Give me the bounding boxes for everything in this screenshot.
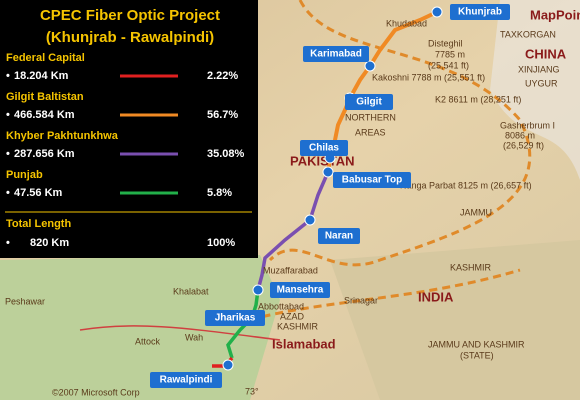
- city-box: [270, 282, 330, 298]
- section-share: 2.22%: [207, 70, 238, 82]
- city-dot: [431, 6, 443, 18]
- map-label: Peshawar: [5, 296, 45, 306]
- city-name: Jharikas: [215, 313, 256, 324]
- map-label: Abbottabad: [258, 301, 304, 311]
- border: [249, 268, 521, 322]
- total-length: 820 Km: [30, 237, 69, 249]
- city-dot: [364, 60, 376, 72]
- map-label: AREAS: [355, 127, 386, 137]
- city-marker: Mansehra: [252, 282, 330, 298]
- map-label: CHINA: [525, 46, 567, 61]
- map-label: Disteghil: [428, 38, 463, 48]
- bullet: •: [6, 148, 10, 160]
- map-label: NORTHERN: [345, 112, 396, 122]
- section-share: 5.8%: [207, 187, 232, 199]
- legend-subtitle: (Khunjrab - Rawalpindi): [46, 29, 214, 46]
- city-marker: Khunjrab: [431, 4, 510, 20]
- map-label: Gasherbrum I: [500, 120, 555, 130]
- section-name: Federal Capital: [6, 52, 85, 64]
- city-box: [450, 4, 510, 20]
- city-box: [345, 94, 393, 110]
- map-label: (25,541 ft): [428, 60, 469, 70]
- snow: [490, 0, 580, 180]
- map-label: TAXKORGAN: [500, 29, 556, 39]
- city-box: [205, 310, 265, 326]
- city-dot: [322, 166, 334, 178]
- section-length: 287.656 Km: [14, 148, 75, 160]
- section-name: Punjab: [6, 169, 43, 181]
- map-label: AZAD: [280, 311, 305, 321]
- map-label: Wah: [185, 332, 203, 342]
- city-marker: Naran: [304, 214, 360, 244]
- map-label: 8086 m: [505, 130, 535, 140]
- city-box: [333, 172, 411, 188]
- map-label: Kakoshni 7788 m (25,551 ft): [372, 72, 485, 82]
- map-label: Khalabat: [173, 286, 209, 296]
- city-dot: [304, 214, 316, 226]
- section-share: 35.08%: [207, 148, 245, 160]
- map-label: Nanga Parbat 8125 m (26,657 ft): [400, 180, 532, 190]
- map-label: ©2007 Microsoft Corp: [52, 387, 140, 397]
- legend-title: CPEC Fiber Optic Project: [40, 7, 220, 24]
- map-label: Srinagar: [344, 295, 378, 305]
- road: [79, 325, 281, 341]
- plain: [330, 240, 580, 400]
- map-label: KASHMIR: [277, 321, 319, 331]
- section-name: Khyber Pakhtunkhwa: [6, 130, 119, 142]
- map-label: Muzaffarabad: [263, 265, 318, 275]
- route-kpk: [256, 171, 330, 291]
- legend-panel: [0, 0, 258, 258]
- city-marker: Karimabad: [303, 46, 376, 72]
- map-label: INDIA: [418, 289, 454, 304]
- city-name: Rawalpindi: [160, 375, 213, 386]
- city-name: Chilas: [309, 143, 339, 154]
- map-label: PAKISTAN: [290, 153, 355, 168]
- map-label: (STATE): [460, 350, 494, 360]
- lowland: [0, 255, 280, 400]
- city-marker: Jharikas: [205, 310, 265, 326]
- section-share: 56.7%: [207, 109, 238, 121]
- total-share: 100%: [207, 237, 235, 249]
- city-name: Mansehra: [277, 285, 324, 296]
- city-box: [300, 140, 348, 156]
- city-name: Babusar Top: [342, 175, 402, 186]
- bullet: •: [6, 237, 10, 249]
- map-label: K2 8611 m (28,251 ft): [435, 94, 521, 104]
- map-label: XINJIANG: [518, 64, 560, 74]
- city-box: [318, 228, 360, 244]
- city-name: Khunjrab: [458, 7, 502, 18]
- bullet: •: [6, 70, 10, 82]
- city-marker: Gilgit: [344, 92, 393, 110]
- city-name: Naran: [325, 231, 353, 242]
- map-label: MapPoint: [530, 7, 580, 22]
- map-label: JAMMU AND KASHMIR: [428, 339, 525, 349]
- map-label: (26,529 ft): [503, 140, 544, 150]
- map-label: 7785 m: [435, 49, 465, 59]
- city-dot: [222, 359, 234, 371]
- section-length: 47.56 Km: [14, 187, 63, 199]
- section-name: Gilgit Baltistan: [6, 91, 84, 103]
- section-length: 18.204 Km: [14, 70, 69, 82]
- city-name: Karimabad: [310, 49, 362, 60]
- city-marker: Babusar Top: [322, 166, 411, 188]
- map-label: JAMMU: [460, 207, 492, 217]
- map-label: KASHMIR: [450, 262, 492, 272]
- city-box: [303, 46, 369, 62]
- city-name: Gilgit: [356, 97, 382, 108]
- city-marker: Chilas: [300, 140, 348, 164]
- city-marker: Rawalpindi: [150, 359, 234, 388]
- bullet: •: [6, 187, 10, 199]
- total-label: Total Length: [6, 218, 71, 230]
- section-length: 466.584 Km: [14, 109, 75, 121]
- map-label: 73°: [245, 386, 259, 396]
- bullet: •: [6, 109, 10, 121]
- map-label: Khudabad: [386, 18, 427, 28]
- map-label: Islamabad: [272, 336, 336, 351]
- city-box: [150, 372, 222, 388]
- city-dot: [252, 284, 264, 296]
- map-label: UYGUR: [525, 78, 558, 88]
- map-label: Attock: [135, 336, 161, 346]
